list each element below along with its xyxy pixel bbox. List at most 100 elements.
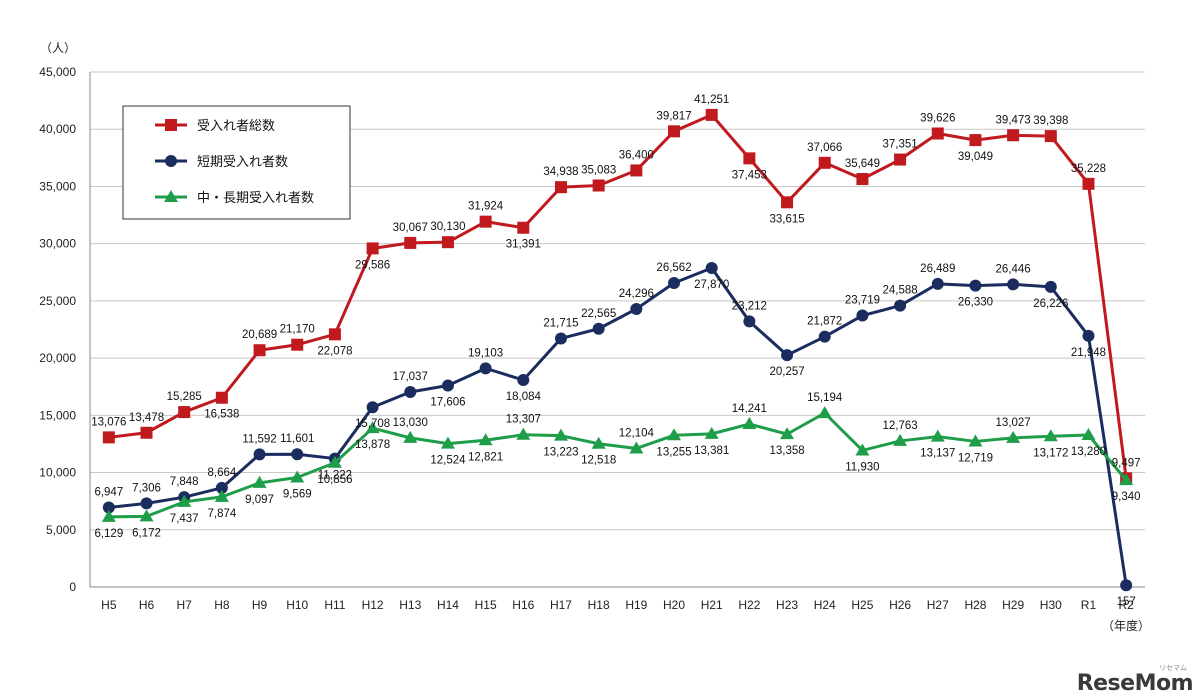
data-label: 12,763 <box>882 420 917 432</box>
data-label: 39,626 <box>920 113 955 125</box>
data-point-circle <box>630 302 643 315</box>
data-point-square <box>630 164 643 177</box>
data-label: 9,569 <box>283 488 312 500</box>
y-tick-label: 5,000 <box>46 523 76 537</box>
data-point-square <box>517 221 530 234</box>
data-label: 14,241 <box>732 403 767 415</box>
data-label: 26,562 <box>656 262 691 274</box>
legend-label: 中・長期受入れ者数 <box>197 190 314 205</box>
data-point-triangle <box>591 436 606 449</box>
data-point-triangle <box>164 190 178 202</box>
data-label: 15,194 <box>807 392 843 404</box>
data-label: 13,280 <box>1071 446 1106 458</box>
data-point-circle <box>1120 579 1133 592</box>
x-tick-label: H26 <box>889 598 911 612</box>
x-tick-label: R2 <box>1118 598 1134 612</box>
data-label: 36,400 <box>619 149 654 161</box>
x-tick-label: H12 <box>362 598 384 612</box>
data-label: 37,066 <box>807 142 842 154</box>
data-point-triangle <box>968 434 983 447</box>
data-point-square <box>215 391 228 404</box>
data-point-triangle <box>440 436 455 449</box>
data-point-circle <box>215 481 228 494</box>
data-point-square <box>894 153 907 166</box>
data-point-circle <box>441 379 454 392</box>
data-label: 13,478 <box>129 412 164 424</box>
data-point-triangle <box>327 455 342 468</box>
resemom-logo: ReseMom リセマム <box>1077 664 1194 696</box>
data-point-square <box>165 119 177 131</box>
data-label: 13,358 <box>769 445 804 457</box>
data-point-triangle <box>478 433 493 446</box>
data-label: 20,689 <box>242 329 277 341</box>
data-label: 9,340 <box>1112 491 1141 503</box>
data-point-triangle <box>403 430 418 443</box>
data-point-circle <box>781 349 794 362</box>
data-point-triangle <box>855 443 870 456</box>
data-label: 8,664 <box>207 467 236 479</box>
y-tick-label: 45,000 <box>39 65 76 79</box>
data-label: 13,381 <box>694 445 729 457</box>
x-tick-label: H19 <box>625 598 647 612</box>
data-point-circle <box>894 299 907 312</box>
x-tick-label: H17 <box>550 598 572 612</box>
x-tick-label: H22 <box>738 598 760 612</box>
data-label: 21,872 <box>807 316 842 328</box>
data-point-triangle <box>629 441 644 454</box>
y-axis: 0 5,000 10,000 15,000 20,000 25,000 30,000 35,0… <box>39 65 91 594</box>
data-point-triangle <box>214 489 229 502</box>
data-point-square <box>291 338 304 351</box>
data-label: 12,524 <box>430 455 466 467</box>
data-point-circle <box>1044 280 1057 293</box>
data-point-triangle <box>252 475 267 488</box>
y-axis-unit: （人） <box>40 41 76 55</box>
data-point-square <box>366 242 379 255</box>
data-point-triangle <box>893 433 908 446</box>
x-tick-label: H10 <box>286 598 308 612</box>
data-point-triangle <box>1119 473 1134 486</box>
data-label: 13,027 <box>996 417 1031 429</box>
x-tick-label: H18 <box>588 598 610 612</box>
x-tick-label: H28 <box>964 598 986 612</box>
data-point-triangle <box>780 427 795 440</box>
data-label: 11,592 <box>242 433 276 445</box>
data-point-circle <box>705 262 718 275</box>
data-point-circle <box>1082 329 1095 342</box>
data-label: 11,222 <box>318 470 352 482</box>
y-tick-label: 20,000 <box>39 351 76 365</box>
x-tick-label: H7 <box>177 598 193 612</box>
data-label: 31,391 <box>506 239 541 251</box>
y-tick-label: 15,000 <box>39 408 76 422</box>
legend-label: 受入れ者総数 <box>197 118 275 133</box>
x-tick-label: H13 <box>399 598 421 612</box>
data-label: 13,076 <box>91 416 126 428</box>
series-line <box>108 113 1128 479</box>
data-label: 18,084 <box>506 391 542 403</box>
data-label: 15,708 <box>355 418 390 430</box>
data-label: 7,306 <box>132 482 161 494</box>
data-point-square <box>668 125 681 138</box>
grid-lines <box>90 71 1145 588</box>
data-label: 9,497 <box>1112 457 1141 469</box>
x-tick-label: H9 <box>252 598 268 612</box>
data-label: 6,129 <box>94 528 123 540</box>
data-label: 33,615 <box>769 213 804 225</box>
series-line <box>108 266 1128 586</box>
data-label: 23,212 <box>732 300 767 312</box>
data-label: 35,228 <box>1071 163 1106 175</box>
data-point-triangle <box>101 509 116 522</box>
data-point-square <box>818 156 831 169</box>
x-axis-unit: （年度） <box>1102 618 1150 633</box>
data-label: 26,489 <box>920 263 955 275</box>
data-label: 39,398 <box>1033 115 1068 127</box>
x-tick-label: H29 <box>1002 598 1024 612</box>
data-point-square <box>404 236 417 249</box>
data-label: 13,172 <box>1033 447 1068 459</box>
data-point-circle <box>291 448 304 461</box>
data-label: 11,601 <box>280 433 314 445</box>
data-label: 13,255 <box>656 446 691 458</box>
data-label: 30,067 <box>393 222 428 234</box>
data-label: 23,719 <box>845 295 880 307</box>
data-point-triangle <box>290 470 305 483</box>
data-point-square <box>479 215 492 228</box>
